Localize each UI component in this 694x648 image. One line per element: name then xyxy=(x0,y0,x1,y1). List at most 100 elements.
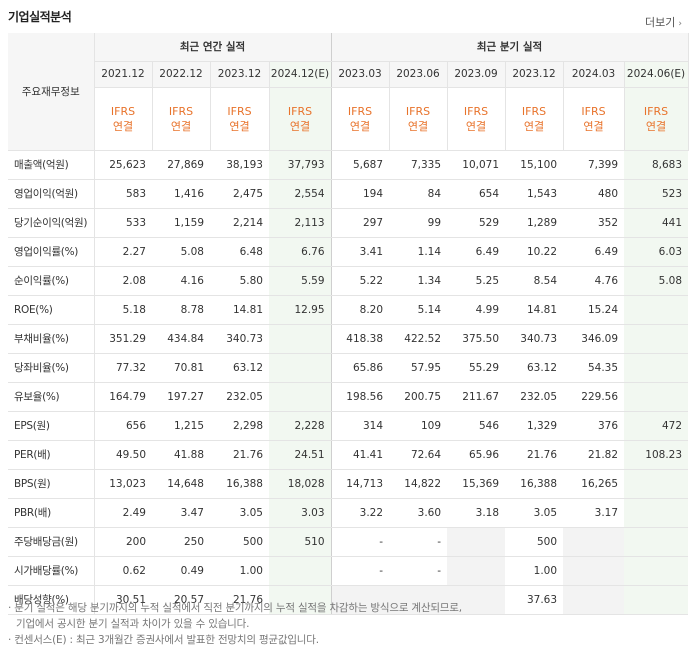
table-cell: 3.47 xyxy=(152,498,210,528)
table-cell: 70.81 xyxy=(152,353,210,383)
table-cell: 16,388 xyxy=(210,469,269,499)
table-cell: 500 xyxy=(210,526,269,557)
table-row: BPS(원) 13,023 14,648 16,388 18,028 14,713 14,8… xyxy=(8,469,689,499)
table-cell: 1,329 xyxy=(505,410,564,441)
ifrs-consolidated: 연결 xyxy=(170,119,192,133)
more-link[interactable]: 더보기 › xyxy=(645,14,682,30)
table-cell: 12.95 xyxy=(269,295,332,325)
table-cell: 533 xyxy=(94,208,152,238)
table-cell: 6.03 xyxy=(624,236,689,267)
table-cell: 25,623 xyxy=(94,149,152,180)
table-cell: 6.76 xyxy=(269,236,332,267)
table-cell: 314 xyxy=(331,410,390,441)
table-cell: 1,416 xyxy=(152,179,210,209)
table-cell: 21.76 xyxy=(210,585,269,615)
table-cell: 198.56 xyxy=(331,382,390,412)
table-cell xyxy=(563,556,625,586)
table-cell: 7,335 xyxy=(389,149,448,180)
ifrs-label: IFRS 연결 xyxy=(389,87,448,151)
table-cell: - xyxy=(389,526,448,557)
table-cell: 16,265 xyxy=(563,469,625,499)
table-cell: 77.32 xyxy=(94,353,152,383)
row-label: EPS(원) xyxy=(8,410,95,441)
table-cell: 14,713 xyxy=(331,469,390,499)
table-row: 매출액(억원) 25,623 27,869 38,193 37,793 5,687 7,33… xyxy=(8,149,689,180)
ifrs-standard: IFRS xyxy=(521,104,547,118)
row-label: BPS(원) xyxy=(8,469,95,499)
ifrs-label: IFRS 연결 xyxy=(505,87,564,151)
table-cell: 3.22 xyxy=(331,498,390,528)
table-cell: 2,228 xyxy=(269,410,332,441)
table-cell: 434.84 xyxy=(152,323,210,354)
row-label: 유보율(%) xyxy=(8,382,95,412)
table-cell xyxy=(624,585,689,615)
ifrs-label: IFRS 연결 xyxy=(269,87,332,151)
table-cell: 194 xyxy=(331,179,390,209)
table-cell: 5.80 xyxy=(210,266,269,296)
table-cell: 27,869 xyxy=(152,149,210,180)
table-cell: 2,113 xyxy=(269,208,332,238)
period-header: 2023.03 xyxy=(331,61,390,88)
ifrs-label: IFRS 연결 xyxy=(152,87,211,151)
annual-group-header: 최근 연간 실적 xyxy=(94,33,332,62)
table-cell: 5.59 xyxy=(269,266,332,296)
table-cell: 164.79 xyxy=(94,382,152,412)
table-cell: 1.34 xyxy=(389,266,448,296)
table-cell: 63.12 xyxy=(505,353,564,383)
table-row: 유보율(%) 164.79 197.27 232.05 198.56 200.75 211.… xyxy=(8,382,689,412)
table-cell: 6.48 xyxy=(210,236,269,267)
table-cell: 3.17 xyxy=(563,498,625,528)
table-cell: 18,028 xyxy=(269,469,332,499)
table-cell: 5.22 xyxy=(331,266,390,296)
row-label: 시가배당률(%) xyxy=(8,556,95,586)
table-cell: 3.05 xyxy=(210,498,269,528)
ifrs-standard: IFRS xyxy=(463,104,489,118)
table-cell: 4.16 xyxy=(152,266,210,296)
ifrs-label: IFRS 연결 xyxy=(447,87,506,151)
table-cell: 14,648 xyxy=(152,469,210,499)
table-cell: 2.08 xyxy=(94,266,152,296)
table-cell: 49.50 xyxy=(94,440,152,470)
ifrs-standard: IFRS xyxy=(287,104,313,118)
table-cell xyxy=(624,498,689,528)
table-row: ROE(%) 5.18 8.78 14.81 12.95 8.20 5.14 4.99 14.8… xyxy=(8,295,689,325)
table-cell xyxy=(447,526,506,557)
table-cell: 351.29 xyxy=(94,323,152,354)
table-cell: 2,475 xyxy=(210,179,269,209)
table-cell: 200.75 xyxy=(389,382,448,412)
table-cell: 340.73 xyxy=(210,323,269,354)
table-cell: 211.67 xyxy=(447,382,506,412)
row-label: 당기순이익(억원) xyxy=(8,208,95,238)
table-cell: 340.73 xyxy=(505,323,564,354)
ifrs-consolidated: 연결 xyxy=(112,119,134,133)
table-cell: 109 xyxy=(389,410,448,441)
period-header: 2023.06 xyxy=(389,61,448,88)
ifrs-standard: IFRS xyxy=(168,104,194,118)
financial-table: 주요재무정보 최근 연간 실적 최근 분기 실적 2021.12 2022.12… xyxy=(8,33,689,615)
table-cell: 510 xyxy=(269,526,332,557)
table-cell: 15,100 xyxy=(505,149,564,180)
table-cell: 16,388 xyxy=(505,469,564,499)
ifrs-consolidated: 연결 xyxy=(465,119,487,133)
ifrs-standard: IFRS xyxy=(405,104,431,118)
table-row: PER(배) 49.50 41.88 21.76 24.51 41.41 72.64 65.9… xyxy=(8,440,689,470)
table-cell: 4.76 xyxy=(563,266,625,296)
period-header: 2022.12 xyxy=(152,61,211,88)
ifrs-standard: IFRS xyxy=(581,104,606,118)
table-cell xyxy=(624,526,689,557)
table-cell: 529 xyxy=(447,208,506,238)
table-cell: 10,071 xyxy=(447,149,506,180)
table-row: 당좌비율(%) 77.32 70.81 63.12 65.86 57.95 55.29 63.… xyxy=(8,353,689,383)
row-label: 매출액(억원) xyxy=(8,149,95,180)
row-label: 당좌비율(%) xyxy=(8,353,95,383)
table-cell xyxy=(563,526,625,557)
row-label: ROE(%) xyxy=(8,295,95,325)
table-row: EPS(원) 656 1,215 2,298 2,228 314 109 546 1,329 37… xyxy=(8,410,689,441)
table-cell: 65.96 xyxy=(447,440,506,470)
table-cell xyxy=(447,556,506,586)
table-cell: 654 xyxy=(447,179,506,209)
row-label: 부채비율(%) xyxy=(8,323,95,354)
table-cell: 24.51 xyxy=(269,440,332,470)
row-label: 영업이익률(%) xyxy=(8,236,95,267)
table-cell: 99 xyxy=(389,208,448,238)
